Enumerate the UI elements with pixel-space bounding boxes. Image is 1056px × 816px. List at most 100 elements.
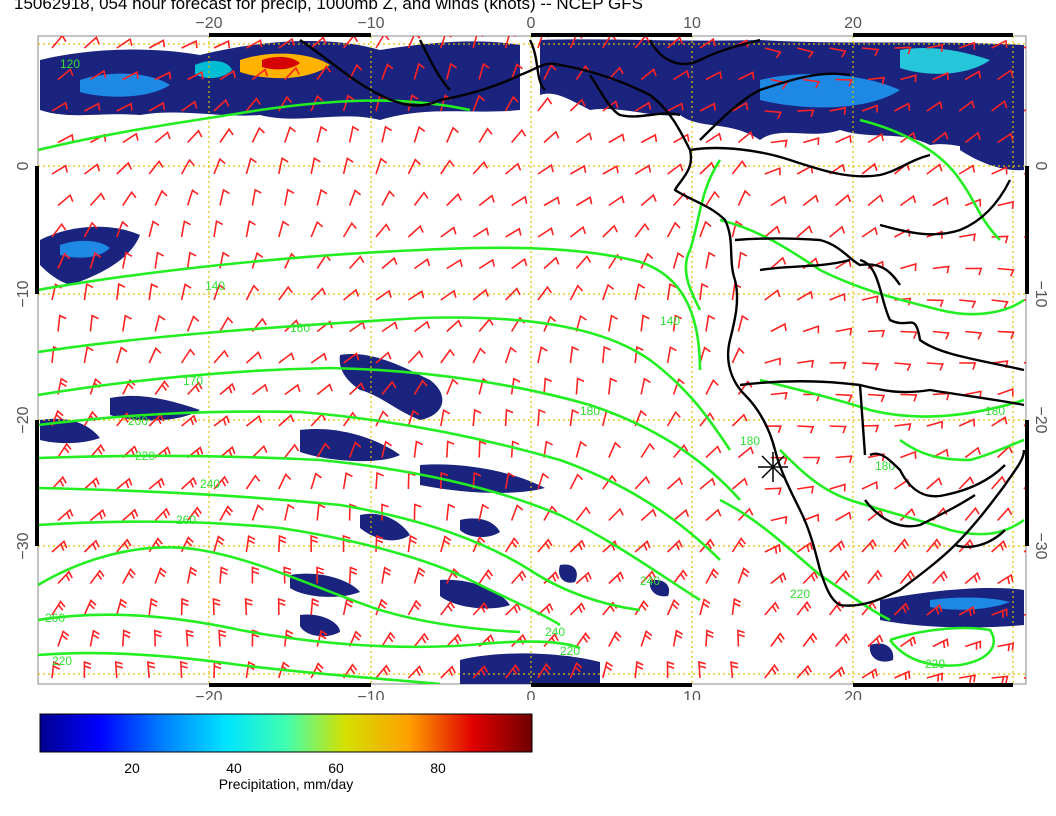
wind-barb bbox=[672, 314, 683, 332]
wind-barb bbox=[900, 393, 918, 402]
wind-barb bbox=[835, 393, 853, 403]
wind-barb bbox=[407, 665, 424, 679]
wind-barb bbox=[672, 378, 685, 395]
wind-barb bbox=[602, 100, 619, 112]
wind-barb bbox=[122, 70, 139, 81]
wind-barb bbox=[666, 410, 681, 427]
wind-barb bbox=[861, 668, 878, 679]
wind-barb bbox=[407, 158, 421, 175]
wind-barb bbox=[180, 283, 192, 301]
wind-barb bbox=[310, 352, 328, 364]
wind-barb bbox=[310, 534, 318, 553]
wind-barb bbox=[699, 161, 716, 175]
wind-barb bbox=[602, 474, 617, 490]
wind-barb bbox=[375, 223, 391, 238]
wind-barb bbox=[802, 632, 818, 647]
wind-barb bbox=[186, 506, 202, 521]
wind-barb bbox=[381, 440, 393, 458]
wind-barb bbox=[900, 74, 917, 83]
wind-barb bbox=[407, 36, 421, 49]
wind-barb bbox=[900, 450, 917, 459]
y-tick-label: −20 bbox=[15, 406, 32, 433]
wind-barb bbox=[284, 126, 296, 143]
wind-barb bbox=[57, 314, 67, 332]
wind-barb bbox=[1030, 331, 1046, 338]
y-tick-label: −30 bbox=[1032, 532, 1049, 559]
height-contours bbox=[38, 99, 1025, 684]
wind-barb bbox=[218, 629, 227, 647]
wind-barb bbox=[349, 382, 365, 396]
wind-barb bbox=[861, 480, 878, 490]
wind-barb bbox=[122, 378, 136, 395]
wind-barb bbox=[867, 634, 884, 648]
y-tick-labels-left: 0 −10 −20 −30 bbox=[15, 161, 32, 559]
wind-barb bbox=[602, 345, 611, 364]
wind-barb bbox=[504, 664, 520, 679]
wind-barb bbox=[899, 131, 917, 144]
wind-barb bbox=[446, 319, 463, 333]
wind-barb bbox=[602, 283, 615, 301]
wind-barb bbox=[219, 382, 236, 396]
contour-labels: 120 140 160 170 200 220 240 260 260 220 … bbox=[45, 57, 1005, 671]
wind-barb bbox=[673, 508, 690, 522]
wind-barb bbox=[83, 282, 94, 301]
wind-barb bbox=[51, 409, 64, 427]
x-tick-label: 10 bbox=[683, 689, 701, 700]
wind-barb bbox=[179, 660, 188, 679]
wind-barb bbox=[965, 330, 983, 340]
wind-barb bbox=[802, 137, 820, 146]
wind-barb bbox=[154, 131, 171, 144]
wind-barb bbox=[959, 674, 976, 684]
wind-barb bbox=[251, 566, 260, 584]
wind-barb bbox=[89, 443, 106, 459]
wind-barb bbox=[666, 660, 675, 679]
wind-barb bbox=[472, 94, 485, 112]
wind-barb bbox=[504, 95, 519, 112]
wind-barb bbox=[89, 192, 106, 207]
wind-barb bbox=[829, 225, 846, 238]
wind-barb bbox=[699, 37, 716, 49]
wind-barb bbox=[634, 409, 647, 427]
wind-barb bbox=[187, 381, 203, 396]
wind-barb bbox=[122, 568, 136, 584]
contour-label: 180 bbox=[985, 404, 1005, 418]
wind-barb bbox=[699, 412, 715, 427]
wind-barb bbox=[634, 540, 651, 553]
wind-barb bbox=[342, 94, 355, 112]
wind-barb bbox=[997, 573, 1014, 585]
wind-barb bbox=[342, 36, 359, 49]
wind-barb bbox=[640, 570, 657, 585]
wind-barb bbox=[796, 664, 812, 679]
wind-barb bbox=[413, 125, 426, 143]
wind-barb bbox=[861, 226, 878, 238]
wind-barb bbox=[212, 597, 221, 616]
wind-barb bbox=[478, 62, 490, 80]
wind-barb bbox=[543, 63, 557, 80]
wind-barb bbox=[478, 440, 487, 458]
map-frame bbox=[37, 35, 1027, 685]
wind-barb bbox=[608, 66, 624, 81]
wind-barb bbox=[731, 597, 742, 616]
contour-label: 180 bbox=[580, 404, 600, 418]
wind-barb bbox=[602, 36, 617, 49]
wind-barb bbox=[375, 664, 391, 679]
wind-barb bbox=[867, 393, 886, 403]
wind-barb bbox=[310, 597, 320, 616]
wind-barb bbox=[316, 188, 328, 206]
wind-barb bbox=[997, 330, 1015, 340]
wind-barb bbox=[640, 193, 657, 207]
wind-barb bbox=[316, 442, 331, 458]
wind-barb bbox=[251, 126, 265, 143]
wind-barb bbox=[705, 314, 716, 332]
wind-barb bbox=[1030, 70, 1045, 79]
wind-barb bbox=[666, 598, 680, 616]
wind-barb bbox=[511, 570, 527, 585]
wind-barb bbox=[899, 194, 917, 207]
wind-barb bbox=[148, 101, 166, 112]
wind-barb bbox=[991, 39, 1008, 49]
contour-label: 220 bbox=[560, 644, 580, 658]
wind-barb bbox=[835, 455, 853, 464]
wind-barb bbox=[472, 160, 489, 175]
wind-barb bbox=[964, 506, 980, 522]
wind-barb bbox=[770, 139, 788, 148]
